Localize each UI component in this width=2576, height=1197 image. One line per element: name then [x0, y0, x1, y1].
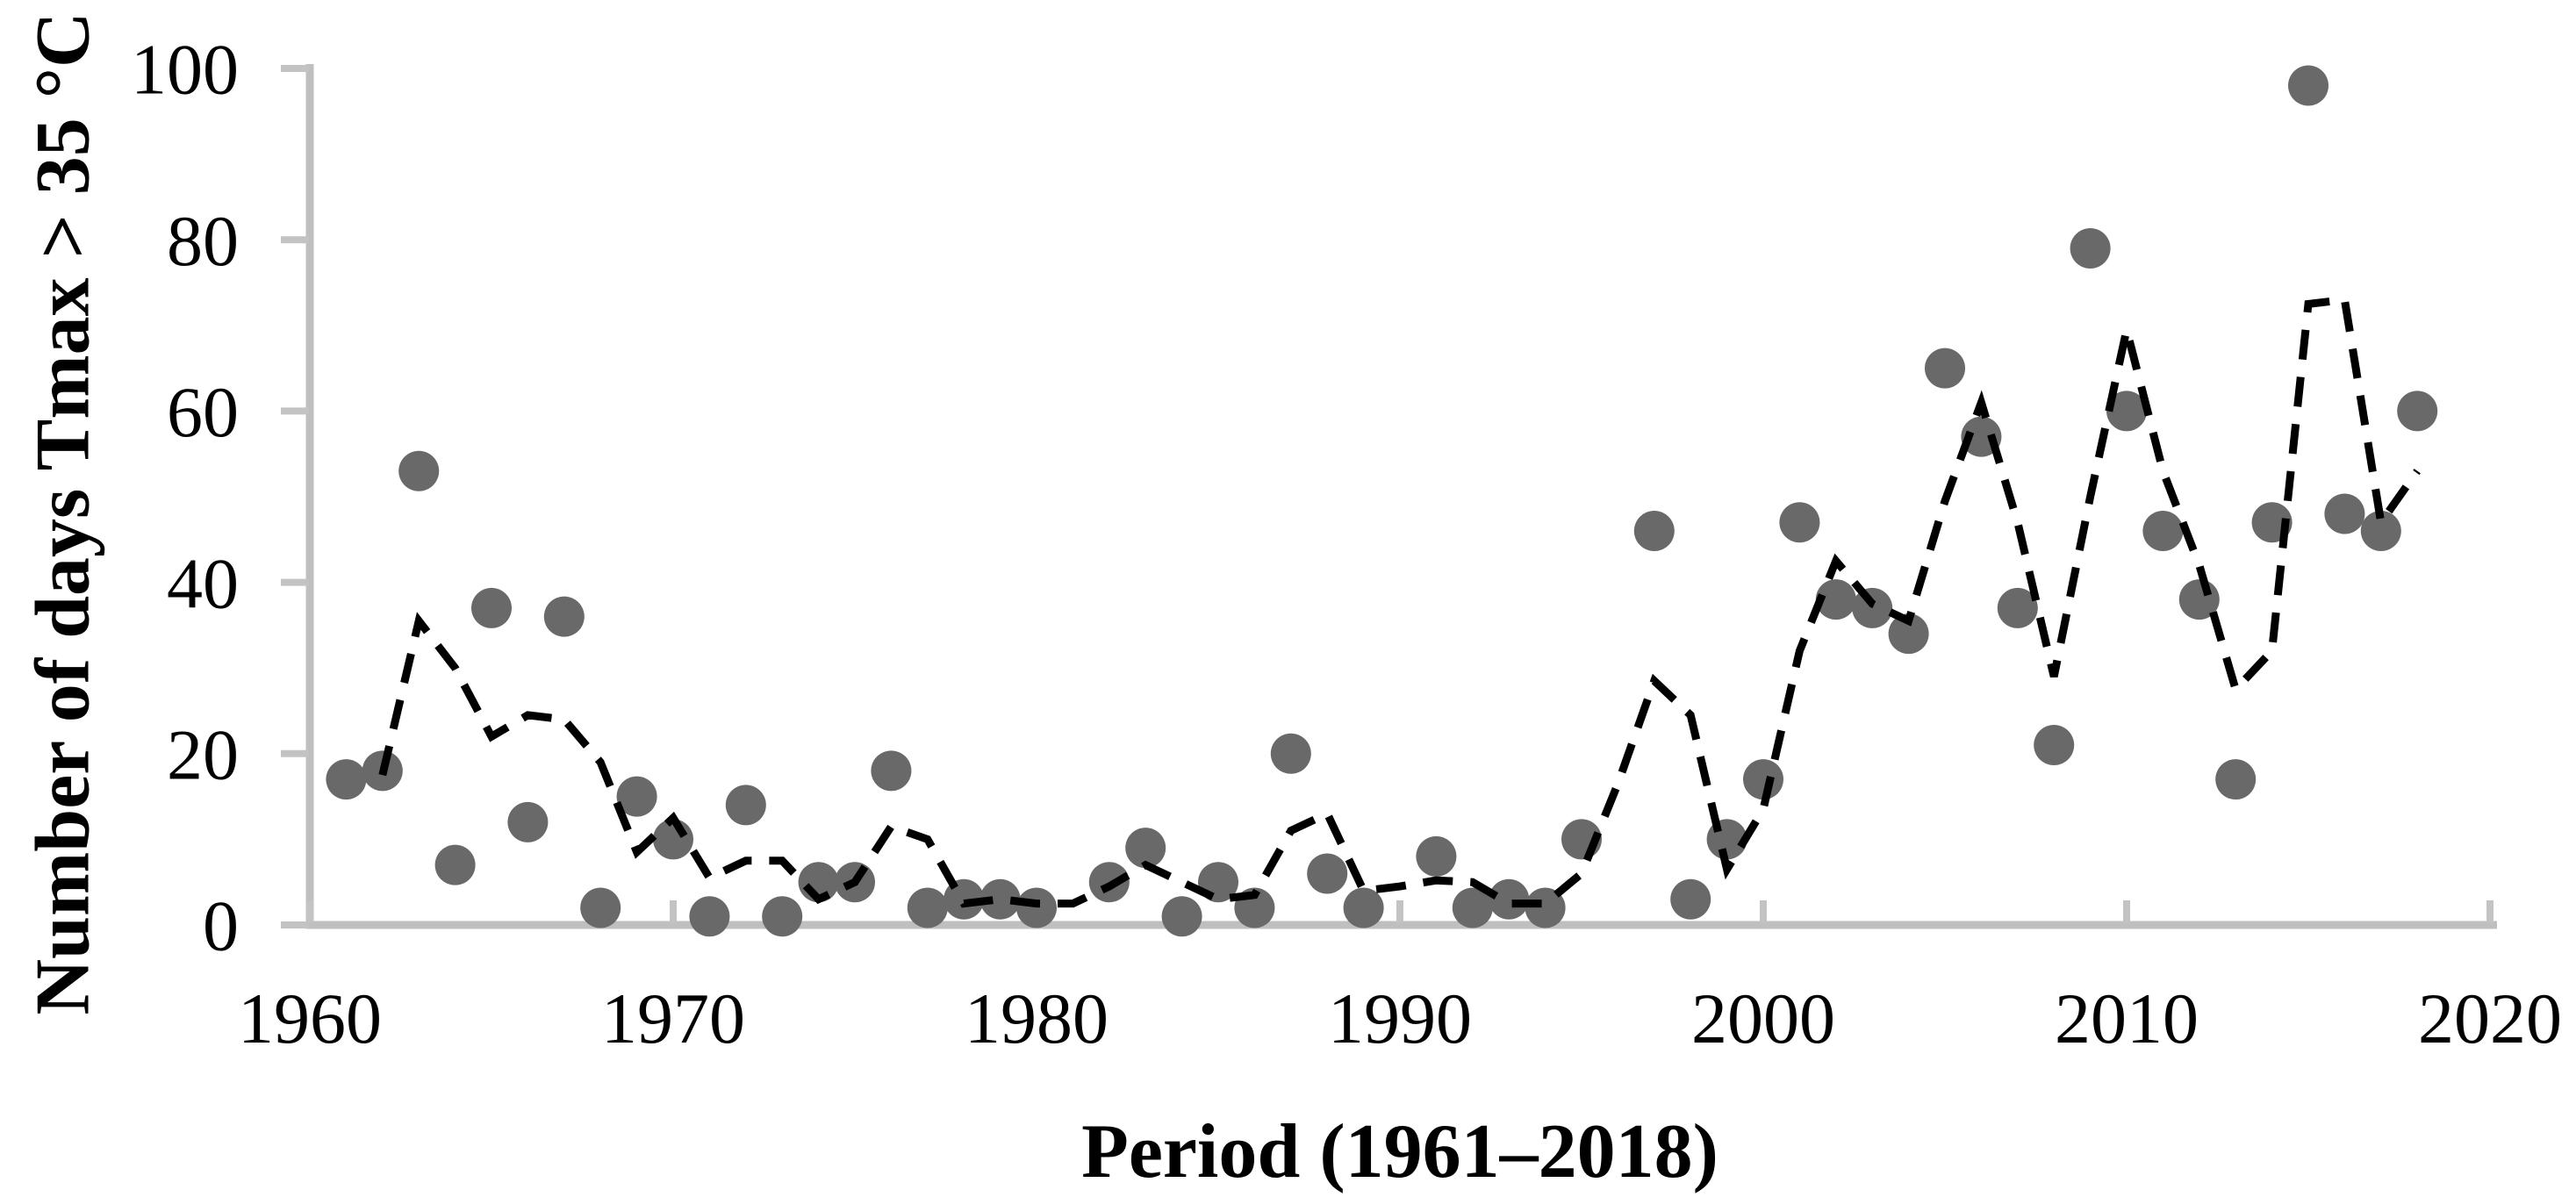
y-tick-label: 20 — [167, 715, 239, 795]
scatter-point — [1743, 759, 1783, 800]
y-tick-label: 60 — [167, 372, 239, 452]
scatter-point — [689, 896, 730, 937]
scatter-point — [1125, 828, 1166, 869]
scatter-point — [2070, 227, 2111, 269]
scatter-point — [616, 776, 657, 817]
scatter-point — [871, 750, 912, 792]
scatter-point — [2360, 511, 2401, 552]
y-axis-title: Number of days Tmax > 35 °C — [20, 11, 106, 1015]
y-tick-label: 100 — [131, 30, 239, 110]
scatter-point — [1343, 887, 1384, 928]
scatter-point — [1016, 887, 1057, 928]
x-tick-label: 2010 — [2055, 978, 2199, 1058]
scatter-point — [762, 896, 803, 937]
x-tick-label: 1980 — [965, 978, 1109, 1058]
scatter-point — [1489, 878, 1530, 920]
scatter-point — [1779, 502, 1820, 543]
scatter-point — [725, 785, 766, 826]
scatter-point — [1670, 878, 1711, 920]
scatter-point — [471, 587, 512, 628]
scatter-point — [1452, 887, 1493, 928]
scatter-point — [1997, 587, 2038, 628]
scatter-point — [2142, 511, 2184, 552]
scatter-point — [1888, 613, 1929, 655]
scatter-point — [944, 878, 985, 920]
scatter-point — [979, 878, 1021, 920]
x-axis-title: Period (1961–2018) — [1081, 1109, 1719, 1194]
scatter-point — [1815, 579, 1856, 620]
scatter-point — [580, 887, 621, 928]
scatter-point — [434, 844, 476, 885]
scatter-point — [2288, 65, 2328, 106]
scatter-point — [2034, 725, 2075, 766]
scatter-point — [1270, 733, 1311, 774]
scatter-point — [398, 450, 440, 491]
y-tick-label: 40 — [167, 543, 239, 623]
scatter-point — [1416, 835, 1457, 877]
scatter-point — [2106, 391, 2147, 432]
scatter-point — [543, 596, 585, 637]
x-tick-label: 1970 — [601, 978, 745, 1058]
x-tick-label: 2000 — [1691, 978, 1835, 1058]
trend-line — [378, 295, 2421, 908]
x-tick-label: 1990 — [1328, 978, 1472, 1058]
x-tick-label: 2020 — [2418, 978, 2562, 1058]
scatter-point — [1161, 896, 1202, 937]
scatter-point — [326, 759, 367, 800]
scatter-point — [1633, 511, 1675, 552]
scatter-point — [1307, 853, 1348, 894]
scatter-point — [1525, 887, 1566, 928]
x-tick-label: 1960 — [238, 978, 382, 1058]
scatter-point — [2215, 759, 2257, 800]
scatter-point — [507, 801, 549, 842]
scatter-point — [1925, 348, 1965, 389]
scatter-point — [907, 887, 948, 928]
y-tick-label: 0 — [203, 886, 239, 966]
scatter-point — [2397, 391, 2438, 432]
scatter-point — [2324, 493, 2365, 534]
y-tick-label: 80 — [167, 201, 239, 281]
